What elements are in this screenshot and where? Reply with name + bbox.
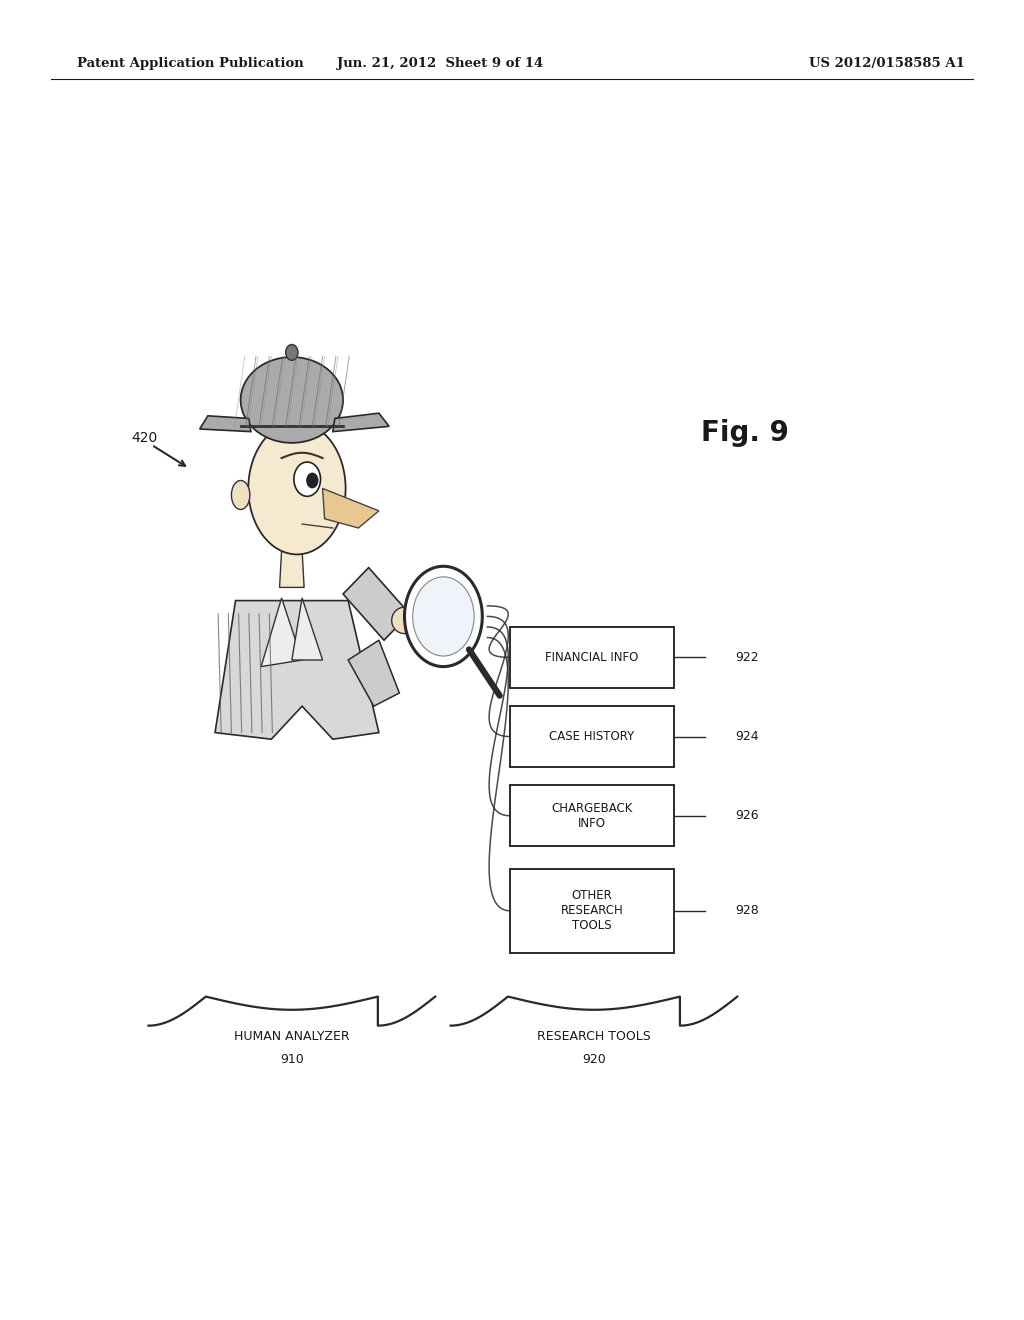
Ellipse shape <box>241 356 343 442</box>
Text: 922: 922 <box>735 651 759 664</box>
FancyBboxPatch shape <box>510 627 674 688</box>
Text: 926: 926 <box>735 809 759 822</box>
Circle shape <box>286 345 298 360</box>
Polygon shape <box>333 413 389 432</box>
Ellipse shape <box>248 422 345 554</box>
Polygon shape <box>343 568 410 640</box>
Circle shape <box>413 577 474 656</box>
Text: 928: 928 <box>735 904 759 917</box>
FancyBboxPatch shape <box>510 869 674 953</box>
Text: CASE HISTORY: CASE HISTORY <box>549 730 635 743</box>
Text: Jun. 21, 2012  Sheet 9 of 14: Jun. 21, 2012 Sheet 9 of 14 <box>337 57 544 70</box>
Polygon shape <box>280 550 304 587</box>
Text: 910: 910 <box>280 1053 304 1067</box>
FancyBboxPatch shape <box>510 785 674 846</box>
Text: 420: 420 <box>131 432 158 445</box>
Circle shape <box>404 566 482 667</box>
Polygon shape <box>215 601 379 739</box>
Text: FINANCIAL INFO: FINANCIAL INFO <box>545 651 639 664</box>
Text: CHARGEBACK
INFO: CHARGEBACK INFO <box>551 801 633 830</box>
Text: US 2012/0158585 A1: US 2012/0158585 A1 <box>809 57 965 70</box>
Text: Patent Application Publication: Patent Application Publication <box>77 57 303 70</box>
Polygon shape <box>200 416 251 432</box>
Polygon shape <box>292 598 323 660</box>
Circle shape <box>294 462 321 496</box>
FancyBboxPatch shape <box>510 706 674 767</box>
Polygon shape <box>323 488 379 528</box>
Text: RESEARCH TOOLS: RESEARCH TOOLS <box>537 1030 651 1043</box>
Ellipse shape <box>391 607 418 634</box>
Polygon shape <box>348 640 399 706</box>
Circle shape <box>306 473 318 488</box>
Ellipse shape <box>231 480 250 510</box>
Text: 920: 920 <box>582 1053 606 1067</box>
Text: OTHER
RESEARCH
TOOLS: OTHER RESEARCH TOOLS <box>560 890 624 932</box>
Text: HUMAN ANALYZER: HUMAN ANALYZER <box>234 1030 349 1043</box>
Text: 924: 924 <box>735 730 759 743</box>
Text: Fig. 9: Fig. 9 <box>701 418 790 447</box>
Polygon shape <box>261 598 302 667</box>
